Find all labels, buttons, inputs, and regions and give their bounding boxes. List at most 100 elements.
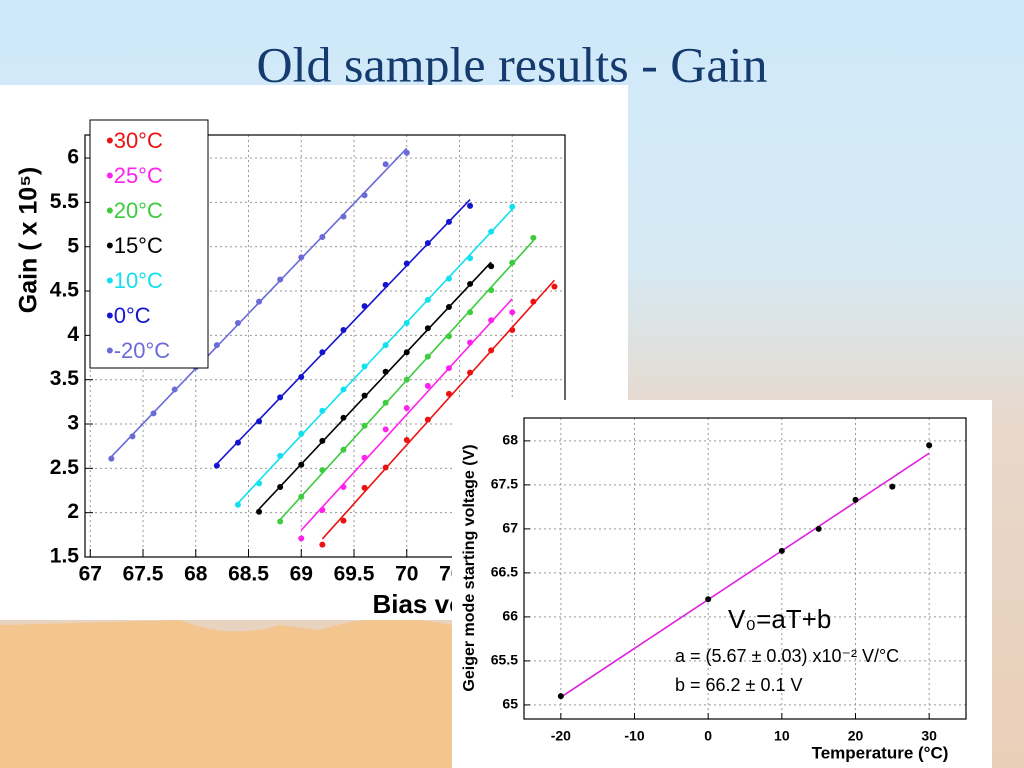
data-point: [509, 203, 516, 210]
data-point: [277, 518, 284, 525]
data-point: [319, 349, 326, 356]
data-point: [319, 233, 326, 240]
data-point: [778, 547, 785, 554]
data-point: [340, 386, 347, 393]
data-point: [488, 263, 495, 270]
legend-label: •0°C: [106, 303, 151, 328]
data-point: [852, 496, 859, 503]
data-point: [382, 426, 389, 433]
x-tick-label: 30: [921, 728, 937, 744]
data-point: [467, 202, 474, 209]
data-point: [340, 483, 347, 490]
data-point: [340, 213, 347, 220]
plot-frame: [84, 134, 566, 558]
data-point: [926, 442, 933, 449]
panel: [452, 400, 992, 768]
x-tick-label: -10: [624, 728, 644, 744]
y-tick-label: 4.5: [50, 279, 80, 302]
y-tick-label: 66: [502, 608, 518, 624]
data-point: [340, 446, 347, 453]
data-point: [361, 303, 368, 310]
fit-line: [258, 261, 492, 510]
data-point: [256, 418, 263, 425]
data-point: [488, 287, 495, 294]
x-tick-label: -20: [551, 728, 571, 744]
data-point: [382, 464, 389, 471]
desert: [0, 618, 452, 768]
data-point: [340, 327, 347, 334]
data-point: [129, 433, 136, 440]
y-tick-label: 66.5: [491, 564, 518, 580]
data-point: [319, 507, 326, 514]
legend-label: •15°C: [106, 233, 163, 258]
data-point: [424, 416, 431, 423]
data-point: [319, 407, 326, 414]
data-point: [234, 501, 241, 508]
data-point: [361, 363, 368, 370]
data-point: [509, 327, 516, 334]
data-point: [889, 483, 896, 490]
data-point: [403, 319, 410, 326]
data-point: [445, 218, 452, 225]
annotation: b = 66.2 ± 0.1 V: [675, 675, 802, 695]
data-point: [403, 349, 410, 356]
data-point: [403, 260, 410, 267]
x-tick-label: 67.5: [123, 563, 164, 586]
data-point: [361, 484, 368, 491]
y-tick-label: 6: [67, 146, 79, 169]
data-point: [319, 467, 326, 474]
legend-box: [89, 119, 209, 369]
legend-label: •25°C: [106, 163, 163, 188]
data-point: [361, 422, 368, 429]
data-point: [298, 461, 305, 468]
data-point: [298, 430, 305, 437]
x-tick-label: 10: [774, 728, 790, 744]
x-tick-label: 20: [848, 728, 864, 744]
data-point: [319, 541, 326, 548]
data-point: [551, 283, 558, 290]
data-point: [277, 394, 284, 401]
data-point: [403, 149, 410, 156]
fit-line: [560, 452, 930, 698]
data-point: [298, 254, 305, 261]
y-tick-label: 2.5: [50, 456, 80, 479]
data-point: [361, 392, 368, 399]
x-axis-label: Temperature (°C): [812, 743, 949, 762]
data-point: [705, 596, 712, 603]
data-point: [277, 483, 284, 490]
data-point: [403, 376, 410, 383]
chart: 65 65.5 66 66.5 67 67.5 68 -20 -10 0 10 20 30 Geiger …: [461, 417, 967, 762]
fit-line: [300, 298, 513, 531]
data-point: [467, 339, 474, 346]
data-point: [467, 255, 474, 262]
annotation: a = (5.67 ± 0.03) x10⁻² V/°C: [675, 646, 899, 666]
x-tick-label: 68: [184, 563, 208, 586]
data-point: [403, 436, 410, 443]
data-point: [530, 234, 537, 241]
y-axis-label: Geiger mode starting voltage (V): [461, 444, 478, 691]
y-tick-label: 3: [67, 412, 79, 435]
x-tick-label: 0: [704, 728, 712, 744]
data-point: [256, 508, 263, 515]
y-tick-label: 3.5: [50, 367, 80, 390]
annotation: V₀=aT+b: [728, 604, 831, 634]
x-tick-label: 67: [79, 563, 102, 586]
data-point: [445, 365, 452, 372]
data-point: [256, 298, 263, 305]
fit-line: [237, 208, 513, 504]
data-point: [403, 405, 410, 412]
data-point: [557, 693, 564, 700]
data-point: [150, 410, 157, 417]
legend-label: •30°C: [106, 128, 163, 153]
data-point: [361, 454, 368, 461]
y-tick-label: 2: [67, 500, 79, 523]
data-point: [382, 399, 389, 406]
x-tick-label: 70: [395, 563, 418, 586]
data-point: [171, 386, 178, 393]
data-point: [213, 462, 220, 469]
data-point: [382, 342, 389, 349]
data-point: [382, 281, 389, 288]
data-point: [256, 480, 263, 487]
data-point: [488, 228, 495, 235]
data-point: [530, 298, 537, 305]
